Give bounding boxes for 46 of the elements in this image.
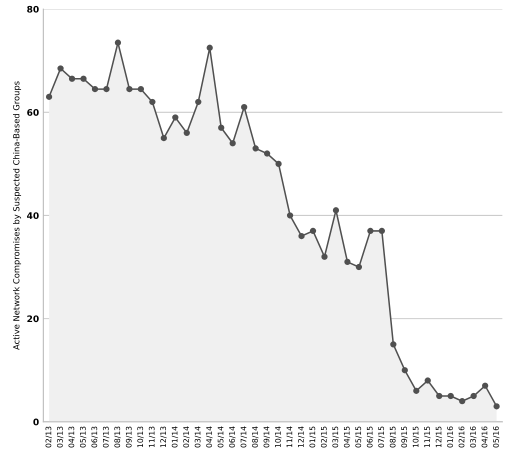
point [344,258,351,266]
y-tick-label: 80 [27,6,39,13]
point [493,403,500,410]
point [80,76,87,82]
point [298,232,305,240]
point [230,140,236,146]
point [275,160,282,167]
point [126,86,133,92]
point [470,392,477,400]
point [436,392,442,400]
point [310,228,316,234]
point [206,44,213,51]
point [138,86,144,92]
point [241,104,248,110]
point [286,212,294,219]
point [218,124,224,131]
point [482,382,488,389]
y-axis-title: Active Network Compromises by Suspected China-Based Groups [13,81,22,350]
point [172,114,178,121]
y-tick-label: 20 [27,315,39,322]
point [413,388,420,394]
point [402,367,408,374]
y-tick-label: 60 [27,109,39,116]
point [448,392,454,400]
point [424,377,431,384]
point [264,150,270,157]
point [57,65,64,72]
point [459,398,466,404]
point [160,134,167,142]
point [103,86,110,92]
point [92,86,98,92]
point [321,254,328,260]
point [378,228,385,234]
point [332,207,340,214]
y-tick-label: 0 [33,418,39,426]
point [390,341,396,348]
point [68,76,76,82]
point [149,98,156,106]
point [356,264,362,270]
point [46,94,52,100]
point [184,130,190,136]
y-tick-label: 40 [27,212,39,220]
point [114,40,122,46]
point [252,145,259,152]
point [195,98,202,106]
point [367,228,374,234]
